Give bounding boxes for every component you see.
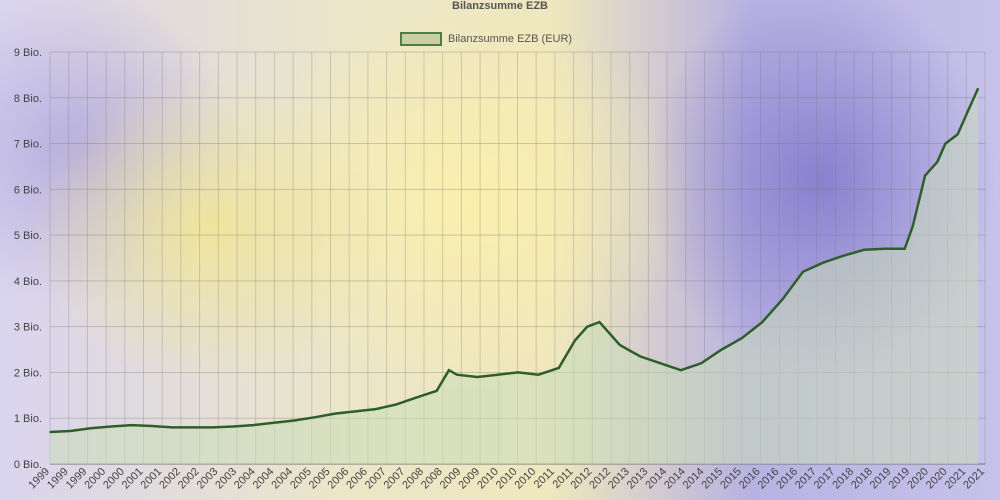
data-point	[496, 373, 499, 376]
data-point	[212, 426, 214, 429]
data-point	[232, 425, 234, 428]
data-point	[130, 424, 133, 426]
legend[interactable]: Bilanzsumme EZB (EUR)	[400, 32, 572, 46]
data-point	[293, 419, 296, 422]
y-tick-label: 2 Bio.	[14, 367, 42, 379]
data-point	[903, 248, 906, 250]
y-tick-label: 5 Bio.	[14, 230, 42, 242]
data-point	[557, 367, 560, 369]
data-point	[700, 362, 703, 365]
y-tick-label: 8 Bio.	[14, 93, 42, 105]
data-point	[863, 248, 865, 251]
data-point	[456, 373, 458, 376]
data-point	[883, 248, 886, 250]
data-point	[171, 426, 173, 429]
data-point	[476, 376, 479, 378]
data-point	[574, 339, 576, 342]
data-point	[956, 133, 959, 136]
chart-title: Bilanzsumme EZB	[452, 0, 548, 12]
data-point	[435, 389, 438, 392]
data-point	[191, 426, 194, 429]
y-tick-label: 0 Bio.	[14, 459, 42, 471]
series-area	[50, 88, 978, 464]
data-point	[89, 427, 92, 430]
data-point	[273, 422, 275, 424]
data-point	[802, 270, 804, 273]
data-point	[924, 174, 926, 177]
data-point	[586, 325, 589, 328]
data-point	[354, 410, 357, 413]
y-tick-label: 3 Bio.	[14, 322, 42, 334]
legend-label: Bilanzsumme EZB (EUR)	[448, 33, 573, 45]
data-point	[741, 337, 743, 339]
data-point	[720, 348, 723, 351]
data-point	[969, 106, 971, 108]
data-point	[912, 225, 914, 227]
legend-swatch	[400, 32, 442, 46]
data-point	[517, 371, 519, 374]
data-point	[659, 362, 662, 365]
data-point	[448, 369, 450, 371]
data-point	[374, 408, 377, 410]
y-tick-label: 4 Bio.	[14, 276, 42, 288]
data-point	[781, 298, 784, 301]
data-point	[537, 373, 540, 376]
data-point	[69, 430, 72, 432]
data-point	[415, 396, 418, 399]
data-point	[313, 416, 316, 419]
series-line	[49, 88, 980, 434]
data-point	[680, 369, 682, 371]
data-point	[761, 321, 764, 323]
data-point	[334, 412, 336, 415]
data-point	[395, 403, 397, 406]
y-tick-label: 9 Bio.	[14, 47, 42, 59]
x-tick-label: 2021	[961, 466, 987, 492]
data-point	[49, 431, 51, 433]
data-point	[842, 254, 845, 257]
data-point	[977, 87, 979, 90]
data-point	[110, 425, 112, 428]
data-point	[822, 261, 825, 264]
data-point	[639, 355, 641, 358]
data-point	[619, 344, 621, 346]
data-point	[944, 142, 947, 145]
y-tick-label: 6 Bio.	[14, 184, 42, 196]
data-point	[598, 321, 601, 323]
data-point	[252, 424, 255, 426]
data-point	[150, 425, 153, 427]
y-tick-label: 1 Bio.	[14, 413, 42, 425]
data-point	[936, 161, 939, 163]
y-tick-label: 7 Bio.	[14, 139, 42, 151]
